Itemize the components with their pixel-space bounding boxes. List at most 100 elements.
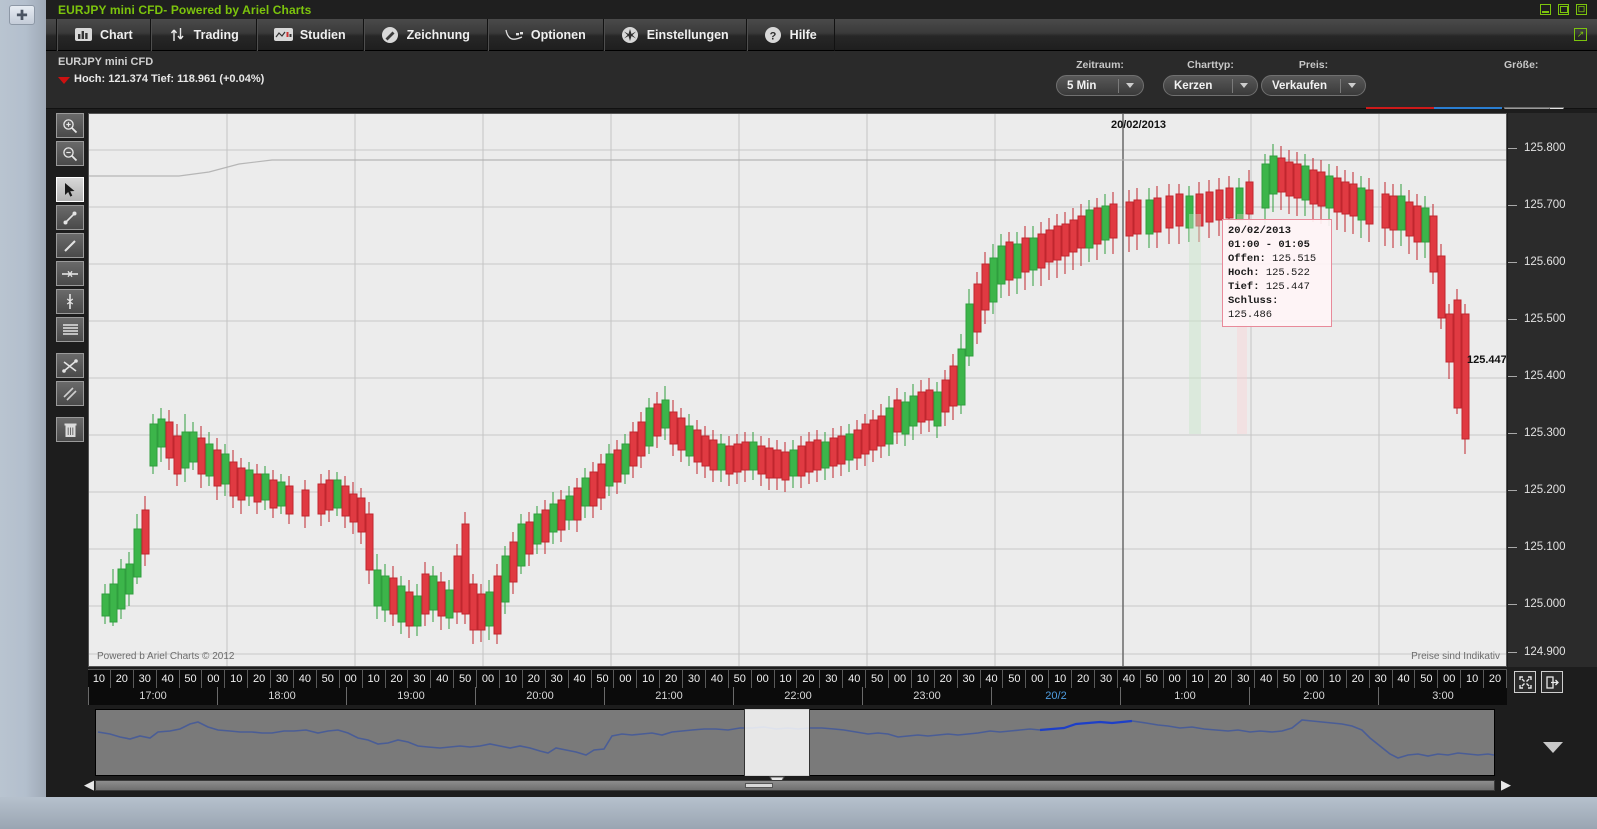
menu-item-optionen-label: Optionen <box>530 27 586 42</box>
instrument-stats: Hoch: 121.374 Tief: 118.961 (+0.04%) <box>74 73 265 85</box>
hour-tick: 3:00 <box>1378 687 1507 705</box>
menu-item-hilfe[interactable]: ? Hilfe <box>747 18 835 51</box>
y-tick: 125.800 <box>1508 142 1597 154</box>
menu-item-trading-label: Trading <box>193 27 239 42</box>
fullscreen-icon[interactable] <box>1514 671 1536 693</box>
add-icon[interactable]: ✚ <box>9 5 35 25</box>
menu-item-einstellungen[interactable]: Einstellungen <box>604 18 747 51</box>
tooltip-range: 01:00 - 01:05 <box>1228 239 1310 251</box>
trendline-icon[interactable] <box>56 205 84 230</box>
size-control: Größe: <box>1504 59 1574 75</box>
minute-tick: 40 <box>294 670 317 688</box>
y-tick: 125.500 <box>1508 313 1597 325</box>
vertical-line-icon[interactable] <box>56 289 84 314</box>
minute-tick-row: 10 20 30 40 50 00 10 20 30 40 50 00 10 20 30 40 50 00 10 20… <box>88 669 1507 688</box>
y-tick: 125.300 <box>1508 427 1597 439</box>
minute-tick: 00 <box>477 670 500 688</box>
float-icon[interactable]: ↗ <box>1574 28 1587 41</box>
title-bar: EURJPY mini CFD- Powered by Ariel Charts… <box>46 0 1597 19</box>
minute-tick: 20 <box>386 670 409 688</box>
menu-item-optionen[interactable]: Optionen <box>488 18 604 51</box>
charttype-select[interactable]: Kerzen <box>1163 75 1258 96</box>
minute-tick: 50 <box>1003 670 1027 688</box>
y-tick: 125.100 <box>1508 541 1597 553</box>
instrument-name: EURJPY mini CFD <box>58 56 154 68</box>
minute-tick: 50 <box>592 670 615 688</box>
down-triangle-icon <box>58 77 70 84</box>
menu-item-chart[interactable]: Chart <box>56 18 151 51</box>
drawing-toolbar <box>56 113 86 445</box>
price-axis[interactable]: 125.800 125.700 125.600 125.500 125.400 … <box>1508 113 1597 667</box>
minute-tick: 50 <box>317 670 340 688</box>
trash-icon[interactable] <box>56 417 84 442</box>
nav-right-arrow-icon[interactable]: ▶ <box>1501 777 1511 792</box>
price-marker-label: 125.447 <box>1467 354 1507 366</box>
minute-tick: 30 <box>820 670 844 688</box>
export-icon[interactable] <box>1541 671 1563 693</box>
minute-tick: 50 <box>454 670 478 688</box>
parallel-channel-icon[interactable] <box>56 381 84 406</box>
minimize-icon[interactable] <box>1540 4 1551 15</box>
hour-tick: 19:00 <box>346 687 475 705</box>
navigator-scrollbar[interactable] <box>95 780 1495 791</box>
zoom-out-icon[interactable] <box>56 141 84 166</box>
minute-tick: 40 <box>1255 670 1279 688</box>
minute-tick: 40 <box>157 670 180 688</box>
restore-icon[interactable] <box>1558 4 1569 15</box>
menu-item-trading[interactable]: Trading <box>151 18 257 51</box>
combo-divider <box>1232 78 1233 93</box>
price-chart[interactable]: 20/02/2013 125.447 20/02/2013 01:00 - 01… <box>88 113 1507 667</box>
menu-item-studien[interactable]: Studien <box>257 18 364 51</box>
menu-item-studien-label: Studien <box>299 27 346 42</box>
timeframe-select[interactable]: 5 Min <box>1056 75 1144 96</box>
price-label: Preis: <box>1298 59 1329 71</box>
close-icon[interactable]: ☐ <box>1576 4 1587 15</box>
tooltip-high-label: Hoch: <box>1228 267 1260 279</box>
minute-tick: 40 <box>981 670 1004 688</box>
zoom-in-icon[interactable] <box>56 113 84 138</box>
hour-tick: 1:00 <box>1120 687 1249 705</box>
tooltip-open: Offen: 125.515 <box>1228 252 1326 266</box>
time-axis[interactable]: 10 20 30 40 50 00 10 20 30 40 50 00 10 20 30 40 50 00 10 20… <box>88 669 1507 705</box>
tooltip-close-value: 125.486 <box>1228 309 1273 321</box>
horizontal-line-icon[interactable] <box>56 261 84 286</box>
trading-arrows-icon <box>168 27 187 43</box>
minute-tick: 10 <box>637 670 661 688</box>
collapse-chevron-icon[interactable] <box>1543 742 1563 753</box>
scrollbar-grip[interactable] <box>745 783 773 788</box>
minute-tick: 00 <box>202 670 226 688</box>
line-segment-icon[interactable] <box>56 233 84 258</box>
menu-item-chart-label: Chart <box>100 27 133 42</box>
minute-tick: 50 <box>180 670 203 688</box>
chevron-down-icon <box>1348 83 1356 88</box>
tooltip-high-value: 125.522 <box>1265 267 1310 279</box>
minute-tick: 40 <box>1118 670 1141 688</box>
minute-tick: 10 <box>363 670 386 688</box>
price-select[interactable]: Verkaufen <box>1261 75 1366 96</box>
timeframe-value: 5 Min <box>1067 79 1097 92</box>
navigator-selection-window[interactable] <box>744 709 810 776</box>
cursor-arrow-icon[interactable] <box>56 177 84 202</box>
hour-tick: 17:00 <box>88 687 217 705</box>
menu-item-einstellungen-label: Einstellungen <box>646 27 729 42</box>
tooltip-high: Hoch: 125.522 <box>1228 266 1326 280</box>
tooltip-close-label: Schluss: <box>1228 295 1279 307</box>
menu-item-zeichnung[interactable]: Zeichnung <box>364 18 488 51</box>
chart-date-label: 20/02/2013 <box>1111 119 1167 131</box>
chart-navigator[interactable]: ◀ ▶ <box>84 709 1511 792</box>
size-label: Größe: <box>1504 59 1539 71</box>
minute-tick: 10 <box>1187 670 1210 688</box>
minute-tick: 10 <box>1049 670 1073 688</box>
nav-left-arrow-icon[interactable]: ◀ <box>84 777 94 792</box>
minute-tick: 30 <box>408 670 432 688</box>
chevron-down-icon <box>1126 83 1134 88</box>
minute-tick: 40 <box>706 670 729 688</box>
ohlc-tooltip: 20/02/2013 01:00 - 01:05 Offen: 125.515 … <box>1222 219 1332 327</box>
minute-tick: 10 <box>775 670 798 688</box>
crossed-lines-icon[interactable] <box>56 353 84 378</box>
fibonacci-lines-icon[interactable] <box>56 317 84 342</box>
minute-tick: 10 <box>225 670 249 688</box>
combo-divider <box>1118 78 1119 93</box>
minute-tick: 20 <box>1484 670 1507 688</box>
